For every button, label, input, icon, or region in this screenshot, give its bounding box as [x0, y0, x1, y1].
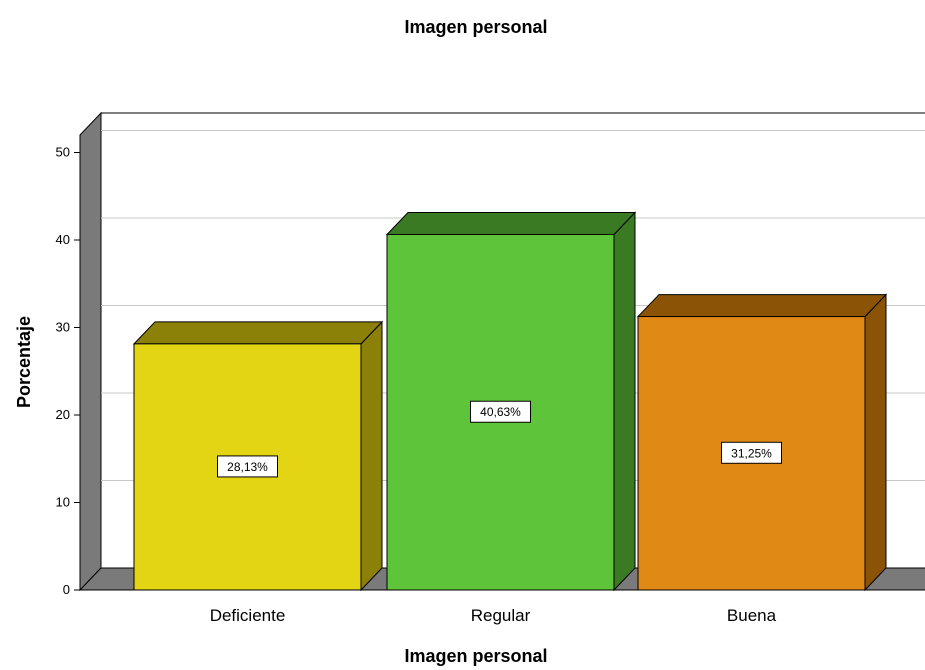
category-label: Deficiente: [210, 606, 286, 625]
x-axis-title: Imagen personal: [404, 646, 547, 666]
category-label: Regular: [471, 606, 531, 625]
y-tick-label: 20: [56, 407, 70, 422]
data-label: 40,63%: [470, 400, 531, 423]
data-label: 31,25%: [721, 441, 782, 464]
data-labels: 28,13% 40,63% 31,25%: [217, 400, 782, 478]
bar-top: [385, 211, 637, 235]
category-label: Buena: [727, 606, 777, 625]
y-tick-label: 30: [56, 320, 70, 335]
data-label-text: 40,63%: [480, 405, 521, 419]
data-label-box: [721, 441, 782, 464]
bar-top: [132, 321, 384, 345]
data-label-box: [217, 455, 278, 478]
data-label-box: [470, 400, 531, 423]
bar-side: [613, 211, 636, 592]
y-tick-label: 0: [63, 582, 70, 597]
x-axis-categories: Deficiente Regular Buena: [210, 606, 777, 625]
y-tick-label: 50: [56, 145, 70, 160]
left-wall: [79, 111, 102, 592]
bar-side: [360, 320, 383, 592]
data-label: 28,13%: [217, 455, 278, 478]
y-tick-label: 10: [56, 495, 70, 510]
y-tick-label: 40: [56, 232, 70, 247]
data-label-text: 28,13%: [227, 460, 268, 474]
bars: [132, 211, 888, 592]
bar-top: [636, 294, 888, 318]
data-label-text: 31,25%: [731, 446, 772, 460]
bar-regular: [385, 211, 637, 592]
bar-side: [864, 293, 887, 592]
y-axis-title: Porcentaje: [14, 316, 34, 408]
chart-title: Imagen personal: [404, 17, 547, 37]
